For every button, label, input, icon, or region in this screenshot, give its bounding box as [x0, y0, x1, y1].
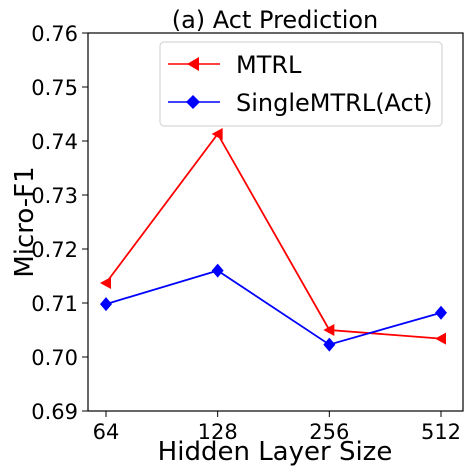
legend-marker-singlemtrl — [186, 95, 200, 109]
y-tick-label: 0.76 — [31, 22, 78, 46]
legend-marker-mtrl — [187, 57, 199, 71]
legend-label-singlemtrl: SingleMTRL(Act) — [236, 89, 433, 117]
x-tick-label: 256 — [309, 420, 349, 444]
legend: MTRL SingleMTRL(Act) — [159, 41, 443, 127]
data-point-mtrl — [323, 324, 335, 336]
chart-title: (a) Act Prediction — [172, 6, 379, 34]
x-tick-label: 128 — [198, 420, 238, 444]
y-tick-label: 0.71 — [31, 292, 78, 316]
y-axis-label: Micro-F1 — [10, 166, 40, 277]
y-tick-label: 0.70 — [31, 346, 78, 370]
data-point-mtrl — [211, 127, 223, 140]
data-point-mtrl — [435, 332, 446, 345]
legend-box — [159, 41, 443, 127]
series-line-singlemtrl-act — [105, 269, 442, 346]
x-axis-label: Hidden Layer Size — [158, 437, 393, 467]
x-axis: 64 128 256 512 — [93, 411, 461, 444]
series-line-mtrl — [105, 132, 442, 340]
data-point-singlemtrl-act — [211, 263, 224, 278]
plot-frame — [87, 32, 464, 412]
data-point-mtrl — [100, 277, 111, 290]
series-layer — [100, 127, 447, 352]
x-tick-label: 512 — [421, 420, 461, 444]
y-axis: 0.69 0.70 0.71 0.72 0.73 0.74 0.75 0.76 — [31, 22, 88, 424]
y-tick-label: 0.72 — [31, 238, 78, 262]
y-tick-label: 0.69 — [31, 400, 78, 424]
y-tick-label: 0.74 — [31, 130, 78, 154]
y-tick-label: 0.75 — [31, 76, 78, 100]
x-tick-label: 64 — [93, 420, 120, 444]
y-tick-label: 0.73 — [31, 184, 78, 208]
data-point-singlemtrl-act — [100, 297, 112, 312]
data-point-singlemtrl-act — [323, 337, 336, 352]
legend-label-mtrl: MTRL — [236, 51, 302, 79]
data-point-singlemtrl-act — [435, 305, 447, 320]
